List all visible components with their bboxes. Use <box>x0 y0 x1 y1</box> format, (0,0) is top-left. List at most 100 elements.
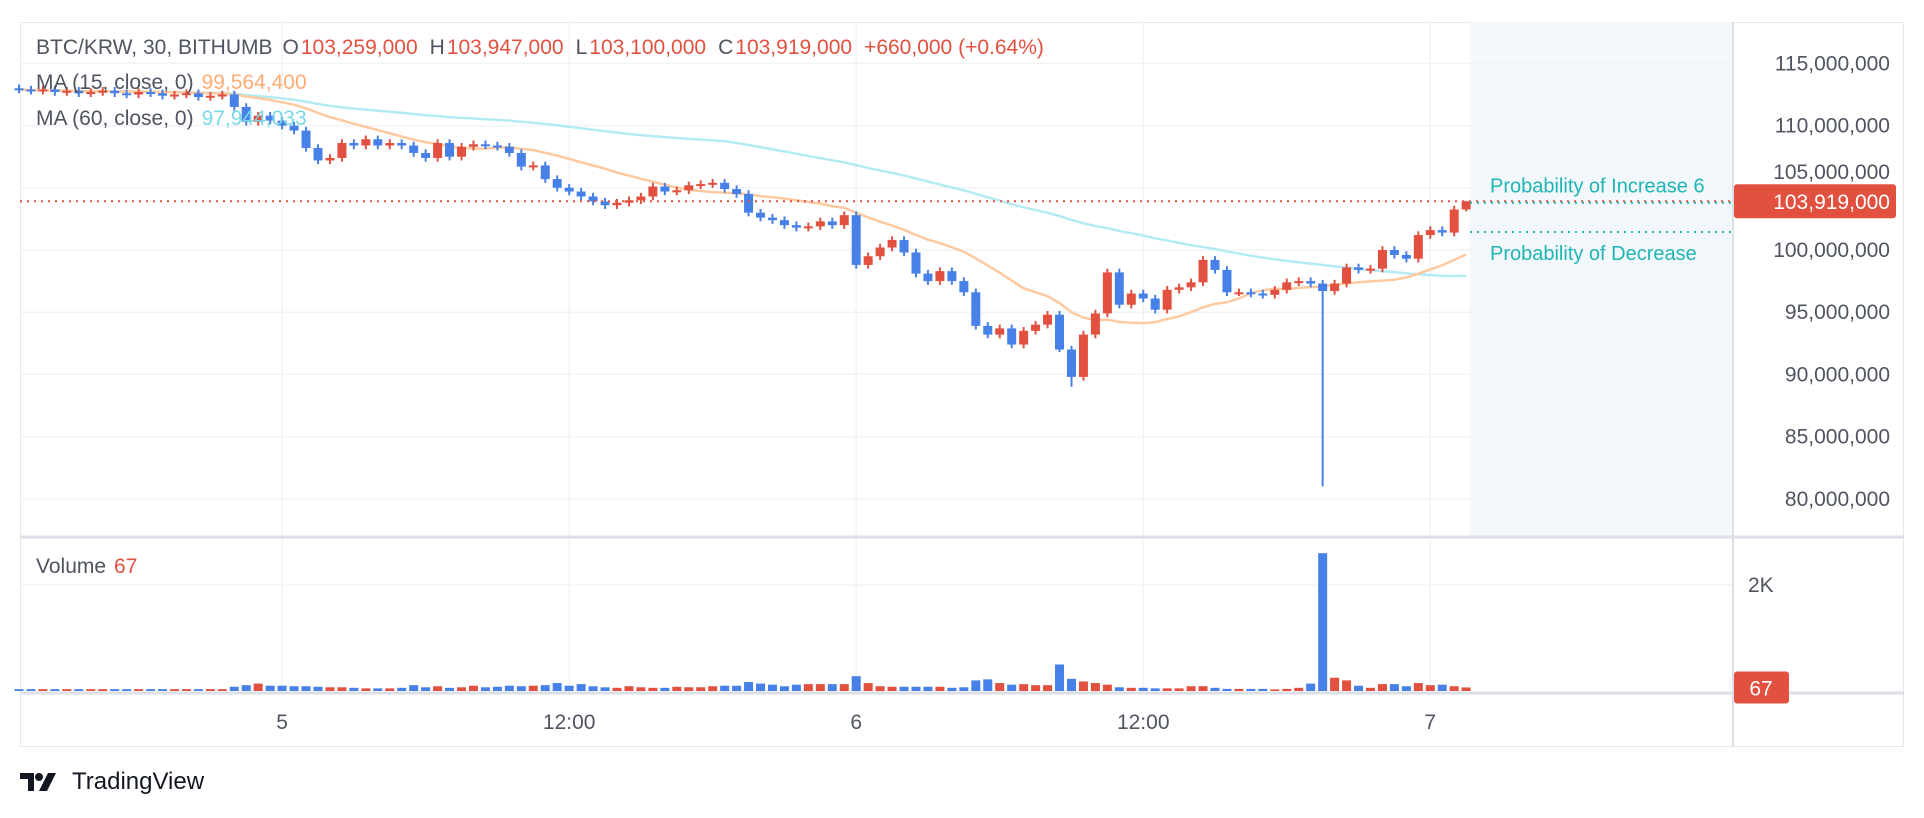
open-value: 103,259,000 <box>300 36 418 59</box>
volume-bar <box>839 684 849 691</box>
candle-body <box>767 217 777 221</box>
volume-bar <box>756 683 766 691</box>
candle-body <box>421 152 431 158</box>
time-tick-label: 12:00 <box>1117 711 1170 734</box>
volume-bar <box>217 689 227 691</box>
volume-bar <box>648 687 658 691</box>
volume-bar <box>552 683 562 691</box>
candle-body <box>875 247 885 257</box>
volume-bar <box>1330 677 1340 691</box>
volume-bar <box>409 685 419 691</box>
volume-bar <box>911 686 921 691</box>
candle-body <box>1066 349 1076 377</box>
volume-bar <box>1043 685 1053 691</box>
symbol-title[interactable]: BTC/KRW, 30, BITHUMB <box>36 36 273 59</box>
candle-body <box>1246 292 1256 295</box>
volume-bar <box>1413 683 1423 691</box>
volume-bar <box>265 685 275 691</box>
volume-bar <box>779 686 789 691</box>
close-label: C <box>718 36 734 59</box>
volume-bar <box>26 689 36 691</box>
candle-body <box>588 196 598 202</box>
candle-body <box>193 93 203 97</box>
volume-bar <box>851 676 861 691</box>
price-tick-label: 115,000,000 <box>1775 52 1890 75</box>
volume-bar <box>971 680 981 691</box>
volume-bar <box>612 687 622 691</box>
volume-bar <box>1389 684 1399 691</box>
candle-body <box>600 201 610 206</box>
volume-bar <box>1150 688 1160 691</box>
volume-bar <box>684 687 694 691</box>
volume-bar <box>98 689 108 691</box>
candle-body <box>1330 283 1340 292</box>
close-value: 103,919,000 <box>735 36 853 59</box>
candle-body <box>74 90 84 94</box>
volume-bar <box>122 689 132 691</box>
candle-body <box>1150 298 1160 310</box>
volume-bar <box>1174 688 1184 691</box>
candle-body <box>947 271 957 282</box>
candle-body <box>983 325 993 335</box>
volume-bar <box>1102 684 1112 691</box>
volume-bar <box>803 684 813 691</box>
volume-bar <box>1066 678 1076 691</box>
volume-bar <box>672 686 682 691</box>
symbol-legend: BTC/KRW, 30, BITHUMB O103,259,000 H103,947… <box>36 36 1056 60</box>
volume-bar <box>1007 684 1017 691</box>
volume-bar <box>959 687 969 691</box>
ma15-legend[interactable]: MA (15, close, 0) 99,564,400 <box>36 71 307 95</box>
volume-legend[interactable]: Volume 67 <box>36 555 137 579</box>
candle-body <box>732 189 742 195</box>
volume-bar <box>1234 688 1244 691</box>
change-value: +660,000 (+0.64%) <box>864 36 1044 59</box>
volume-bar <box>169 689 179 691</box>
candle-body <box>301 130 311 148</box>
volume-bar <box>421 687 431 691</box>
candle-body <box>313 147 323 161</box>
volume-bar <box>74 689 84 691</box>
volume-bar <box>827 684 837 691</box>
volume-bar <box>181 689 191 691</box>
candle-body <box>564 187 574 192</box>
ma60-legend[interactable]: MA (60, close, 0) 97,944,033 <box>36 107 307 131</box>
candle-body <box>1019 330 1029 345</box>
candle-body <box>1090 313 1100 335</box>
tradingview-logo[interactable]: TradingView <box>20 768 204 796</box>
ma15-label: MA (15, close, 0) <box>36 71 194 94</box>
volume-bar <box>373 688 383 691</box>
volume-bar <box>492 686 502 691</box>
volume-bar <box>50 689 60 691</box>
volume-bar <box>193 689 203 691</box>
volume-bar <box>1425 685 1435 691</box>
candle-body <box>696 184 706 187</box>
volume-bar <box>241 685 251 691</box>
current-volume-badge <box>1734 671 1789 704</box>
volume-label: Volume <box>36 555 107 578</box>
volume-bar <box>1138 687 1148 691</box>
candle-body <box>1222 269 1232 293</box>
volume-bar <box>1306 683 1316 691</box>
candle-body <box>504 146 514 153</box>
volume-bar <box>134 689 144 691</box>
candle-body <box>146 92 156 95</box>
candle-body <box>995 328 1005 335</box>
volume-bar <box>1090 683 1100 691</box>
candle-body <box>241 106 251 122</box>
candle-body <box>134 92 144 95</box>
candle-body <box>684 185 694 191</box>
candle-body <box>1354 267 1364 270</box>
candle-body <box>1138 293 1148 299</box>
volume-bar <box>935 686 945 691</box>
candle-body <box>445 143 455 157</box>
volume-bar <box>1294 687 1304 691</box>
volume-bar <box>349 687 359 691</box>
decrease-probability-label: Probability of Decrease <box>1490 243 1697 265</box>
candle-body <box>1186 282 1196 288</box>
volume-bar <box>767 684 777 691</box>
candle-body <box>552 179 562 188</box>
current-price-label: 103,919,000 <box>1773 191 1890 214</box>
time-tick-label: 5 <box>276 711 288 734</box>
open-label: O <box>282 36 299 59</box>
